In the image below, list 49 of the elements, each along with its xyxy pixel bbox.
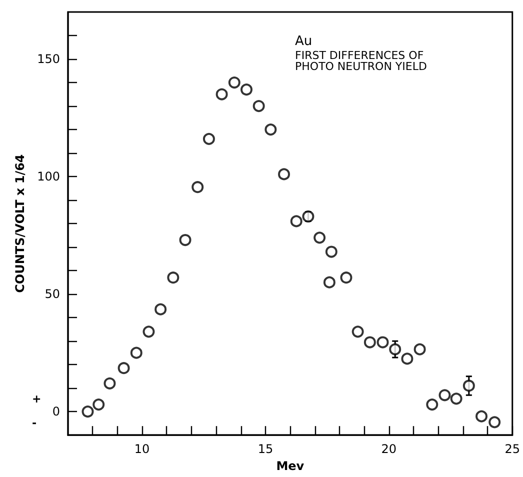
point: [252, 100, 265, 112]
point: [340, 272, 352, 284]
point: [450, 392, 462, 405]
y-tick-label: 150: [37, 52, 60, 66]
point: [202, 132, 215, 145]
point: [228, 76, 240, 89]
text: -: [32, 416, 37, 430]
y-tick-label: 50: [44, 287, 60, 302]
point: [130, 346, 142, 359]
point: [364, 336, 376, 348]
point: [414, 343, 426, 356]
x-tick-label: 25: [504, 442, 520, 456]
point: [82, 406, 94, 418]
y-axis-title: COUNTS/VOLT x 1/64: [13, 154, 28, 293]
text: FIRST DIFFERENCES OF PHOTO NEUTRON YIELD: [295, 49, 428, 73]
point: [314, 232, 326, 244]
x-tick-label: 20: [381, 442, 397, 456]
point: [92, 398, 105, 411]
point: [118, 362, 130, 374]
point: [323, 276, 336, 288]
point: [401, 352, 414, 365]
point: [290, 215, 302, 228]
y-tick-label: 100: [37, 170, 60, 184]
point: [426, 398, 438, 411]
point: [264, 124, 277, 136]
point: [278, 168, 290, 180]
point: [376, 336, 389, 348]
point: [154, 303, 167, 316]
point: [488, 416, 501, 428]
point: [240, 84, 252, 96]
point: [438, 389, 451, 402]
point: [476, 410, 488, 422]
point: [216, 88, 228, 100]
y-tick-label: 0: [52, 404, 60, 419]
x-axis-title: Mev: [276, 459, 304, 473]
x-tick-label: 15: [258, 442, 274, 456]
point: [167, 272, 180, 284]
point: [462, 380, 475, 392]
point: [325, 246, 338, 258]
text: Au: [295, 34, 312, 49]
point: [389, 343, 402, 356]
point: [192, 181, 204, 194]
point: [352, 326, 364, 338]
point: [302, 210, 314, 222]
text: +: [32, 392, 42, 406]
point: [104, 377, 116, 390]
x-tick-label: 10: [134, 442, 150, 456]
point: [142, 326, 155, 338]
point: [179, 234, 192, 246]
